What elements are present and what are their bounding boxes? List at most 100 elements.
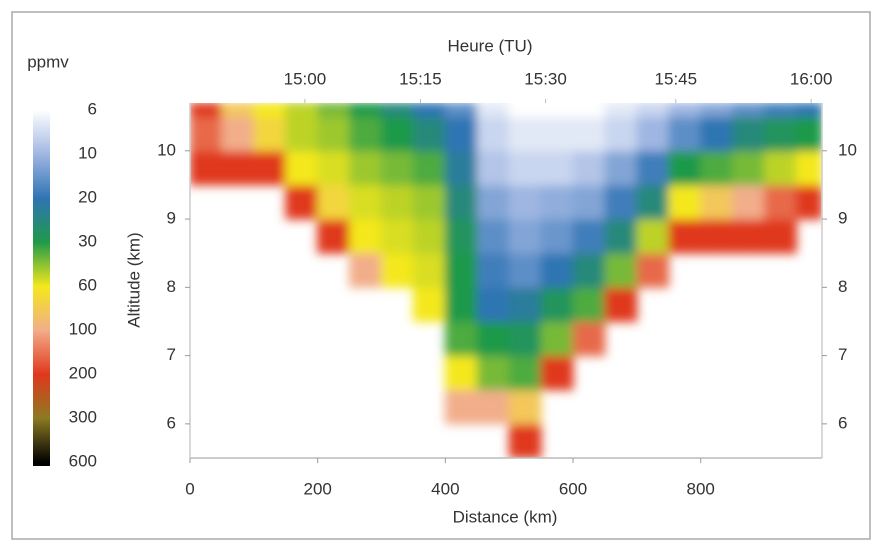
heat-cell [795,184,822,220]
heat-cell [444,320,478,357]
heat-cell [349,184,383,220]
heat-cell [572,286,606,322]
y2-tick-label: 10 [838,140,857,159]
heat-cell [476,150,510,186]
heat-cell [636,218,670,254]
heat-cell [476,103,510,118]
colorbar-segment [33,418,50,463]
colorbar-tick-label: 600 [69,451,97,470]
heat-cell [349,103,383,118]
heat-cell [732,218,766,254]
heat-cell [604,103,638,118]
heat-cell [572,103,606,118]
y-axis-label: Altitude (km) [124,232,143,327]
colorbar-segment [33,286,50,331]
colorbar-segment [33,154,50,199]
heat-cell [381,252,414,288]
heat-cell [540,184,574,220]
y-tick-label: 10 [157,140,176,159]
heat-cell [412,218,446,254]
heat-cell [190,150,223,186]
colorbar-tick-label: 30 [78,231,97,250]
heat-cell [381,184,414,220]
y2-tick-label: 6 [838,413,847,432]
heat-cell [444,184,478,220]
heat-cell [700,116,734,152]
heat-cell [317,150,351,186]
heat-cell [540,252,574,288]
heat-cell [285,116,319,152]
heat-cell [444,286,478,322]
heat-cell [636,116,670,152]
heat-cell [317,116,351,152]
heat-cell [444,355,478,391]
colorbar-tick-label: 6 [88,99,97,118]
heat-cell [381,150,414,186]
y2-tick-label: 7 [838,345,847,364]
heat-cell [190,103,223,118]
colorbar-segment [33,374,50,419]
colorbar-segment [33,330,50,375]
heat-cell [508,103,542,118]
heat-cell [253,103,287,118]
heat-cell [412,116,446,152]
heat-cell [700,150,734,186]
heat-cell [604,252,638,288]
heatmap [190,103,822,458]
heat-cell [636,103,670,118]
heat-cell [412,150,446,186]
heat-cell [732,184,766,220]
heat-cell [444,103,478,118]
heat-cell [572,320,606,357]
heat-cell [221,150,255,186]
colorbar-bottom [33,462,50,466]
heat-cell [381,103,414,118]
x2-tick-label: 15:30 [524,69,567,88]
heat-cell [668,218,702,254]
x-tick-label: 800 [687,479,715,498]
x-tick-label: 400 [431,479,459,498]
heat-cell [221,103,255,118]
x2-tick-label: 15:45 [655,69,698,88]
heat-cell [732,150,766,186]
heat-cell [668,150,702,186]
heat-cell [476,355,510,391]
heat-cell [444,218,478,254]
colorbar-tick-label: 10 [78,143,97,162]
heat-cell [381,218,414,254]
heat-cell [540,150,574,186]
heat-cell [508,389,542,425]
heat-cell [732,103,766,118]
heat-cell [540,116,574,152]
heat-cell [412,103,446,118]
heat-cell [636,184,670,220]
heat-cell [795,150,822,186]
x-tick-label: 600 [559,479,587,498]
heat-cell [285,150,319,186]
heat-cell [604,116,638,152]
y-tick-label: 7 [167,345,176,364]
colorbar-label: ppmv [27,52,69,71]
heat-cell [444,252,478,288]
heat-cell [285,184,319,220]
heat-cell [540,218,574,254]
heat-cell [508,116,542,152]
heat-cell [285,103,319,118]
heat-cell [636,150,670,186]
heat-cell [476,286,510,322]
heat-cell [700,103,734,118]
x2-tick-label: 15:15 [399,69,442,88]
heat-cell [412,286,446,322]
heat-cell [700,184,734,220]
heat-cell [508,218,542,254]
heat-cell [349,116,383,152]
colorbar-segment [33,242,50,287]
heat-cell [572,184,606,220]
heatmap-cells [190,103,822,458]
heat-cell [604,286,638,322]
heat-cell [412,252,446,288]
heat-cell [540,355,574,391]
heat-cell [317,218,351,254]
heat-cell [604,150,638,186]
heat-cell [636,252,670,288]
